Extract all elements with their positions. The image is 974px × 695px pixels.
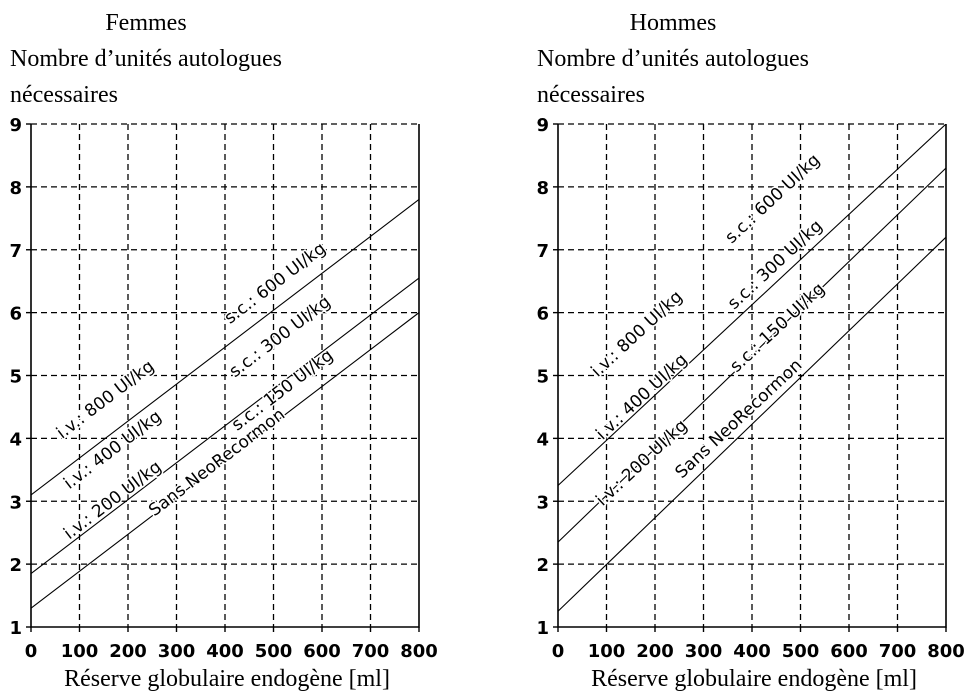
- femmes-series-line-2: [31, 277, 419, 574]
- femmes-ytick-label: 8: [9, 178, 22, 199]
- hommes-ytick-label: 3: [536, 492, 549, 513]
- femmes-ytick-label: 3: [9, 492, 22, 513]
- hommes-xtick-label: 500: [782, 641, 820, 662]
- femmes-ytick-label: 7: [9, 241, 22, 262]
- hommes-ytick-label: 1: [536, 618, 549, 639]
- hommes-series-line-2: [558, 167, 946, 543]
- femmes-ylabel-line2: nécessaires: [10, 82, 118, 108]
- hommes-ylabel-line1: Nombre d’unités autologues: [537, 46, 809, 72]
- hommes-xtick-label: 400: [733, 641, 771, 662]
- hommes-ytick-label: 7: [536, 241, 549, 262]
- femmes-ytick-label: 6: [9, 304, 22, 325]
- femmes-series-line-1: [31, 199, 419, 496]
- femmes-xtick-label: 200: [109, 641, 147, 662]
- femmes-ylabel-line1: Nombre d’unités autologues: [10, 46, 282, 72]
- femmes-annotation-7: Sans NeoRecormon: [145, 405, 289, 521]
- hommes-ytick-label: 2: [536, 555, 549, 576]
- femmes-xtick-label: 700: [352, 641, 390, 662]
- femmes-ytick-label: 2: [9, 555, 22, 576]
- hommes-title: Hommes: [630, 10, 717, 36]
- femmes-xtick-label: 400: [206, 641, 244, 662]
- hommes-xtick-label: 700: [879, 641, 917, 662]
- hommes-ytick-label: 5: [536, 367, 549, 388]
- femmes-ytick-label: 4: [9, 429, 22, 450]
- hommes-xtick-label: 600: [830, 641, 868, 662]
- femmes-title: Femmes: [105, 10, 186, 36]
- femmes-series-line-3: [31, 312, 419, 609]
- hommes-ytick-label: 6: [536, 304, 549, 325]
- femmes-xtick-label: 100: [61, 641, 99, 662]
- femmes-xtick-label: 800: [400, 641, 438, 662]
- femmes-xtick-label: 0: [25, 641, 38, 662]
- hommes-xtick-label: 200: [636, 641, 674, 662]
- hommes-xtick-label: 800: [927, 641, 965, 662]
- hommes-ylabel-line2: nécessaires: [537, 82, 645, 108]
- hommes-xtick-label: 300: [685, 641, 723, 662]
- hommes-xlabel: Réserve globulaire endogène [ml]: [591, 666, 917, 692]
- hommes-chart: Hommes Nombre d’unités autologues nécessai…: [536, 10, 964, 692]
- hommes-ytick-label: 4: [536, 429, 549, 450]
- femmes-ytick-label: 5: [9, 367, 22, 388]
- femmes-xtick-label: 300: [158, 641, 196, 662]
- femmes-ytick-label: 9: [9, 115, 22, 136]
- hommes-ytick-label: 9: [536, 115, 549, 136]
- femmes-xlabel: Réserve globulaire endogène [ml]: [64, 666, 390, 692]
- femmes-xtick-label: 500: [255, 641, 293, 662]
- hommes-series-line-1: [558, 124, 946, 486]
- hommes-ytick-label: 8: [536, 178, 549, 199]
- femmes-ytick-label: 1: [9, 618, 22, 639]
- hommes-xtick-label: 100: [588, 641, 626, 662]
- femmes-xtick-label: 600: [303, 641, 341, 662]
- femmes-chart: Femmes Nombre d’unités autologues nécessai…: [9, 10, 437, 692]
- hommes-series-line-3: [558, 236, 946, 612]
- hommes-xtick-label: 0: [552, 641, 565, 662]
